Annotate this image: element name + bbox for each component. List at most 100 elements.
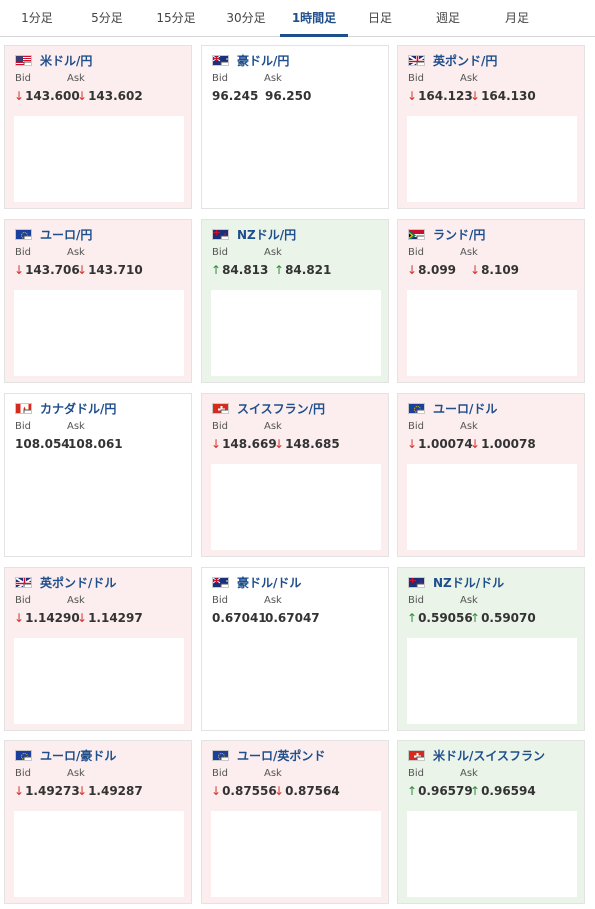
price-chart[interactable] <box>211 464 381 550</box>
price-chart[interactable] <box>211 116 381 202</box>
price-chart[interactable] <box>407 290 577 376</box>
price-chart[interactable] <box>14 464 184 550</box>
ask-label: Ask <box>460 595 478 606</box>
pair-name-link[interactable]: NZドル/円 <box>237 227 297 242</box>
ask-price: 0.87564 <box>285 784 340 798</box>
price-chart[interactable] <box>14 116 184 202</box>
price-chart[interactable] <box>14 290 184 376</box>
ask-value: ↓8.109 <box>470 263 519 277</box>
bid-price: 108.054 <box>15 437 70 451</box>
bid-value: ↓0.87556 <box>211 784 277 798</box>
tab-7[interactable]: 月足 <box>504 11 529 25</box>
pair-name-link[interactable]: NZドル/ドル <box>433 575 505 590</box>
bid-value: 96.245 <box>211 89 258 103</box>
gb-flag-icon: 1.1451.1419:007:0019:00 <box>15 576 32 588</box>
bid-down-arrow-icon: ↓ <box>14 263 25 277</box>
plot-frame <box>23 583 31 587</box>
ask-value: ↓0.87564 <box>274 784 340 798</box>
plot-frame <box>416 756 424 760</box>
candlestick-chart <box>407 811 577 897</box>
ask-price: 143.602 <box>88 89 143 103</box>
pair-name-link[interactable]: 英ポンド/ドル <box>40 575 117 590</box>
bid-price: 0.59056 <box>418 611 473 625</box>
bid-down-arrow-icon: ↓ <box>407 89 418 103</box>
us-flag-icon: 143.8143.6143.4143.214319:007:0019:00 <box>15 54 32 66</box>
bid-value: ↓148.669 <box>211 437 277 451</box>
candlestick-chart <box>14 638 184 724</box>
ask-price: 1.14297 <box>88 611 143 625</box>
tab-1[interactable]: 5分足 <box>91 11 123 25</box>
ask-price: 0.59070 <box>481 611 536 625</box>
ask-value: 0.67047 <box>264 611 320 625</box>
tab-3[interactable]: 30分足 <box>226 11 266 25</box>
ask-price: 0.67047 <box>265 611 320 625</box>
ask-label: Ask <box>67 421 85 432</box>
price-chart[interactable] <box>14 638 184 724</box>
pair-name-link[interactable]: 英ポンド/円 <box>433 53 498 68</box>
pair-name-link[interactable]: ユーロ/英ポンド <box>237 748 326 763</box>
pair-name-link[interactable]: 豪ドル/円 <box>237 53 290 68</box>
candlestick-chart <box>407 290 577 376</box>
candlestick-chart <box>14 290 184 376</box>
price-chart[interactable] <box>211 811 381 897</box>
bid-price: 1.49273 <box>25 784 80 798</box>
bid-price: 148.669 <box>222 437 277 451</box>
card-title: 149148.514819:007:0019:00 スイスフラン/円 <box>212 400 325 416</box>
bid-up-arrow-icon: ↑ <box>407 611 418 625</box>
price-chart[interactable] <box>407 116 577 202</box>
price-chart[interactable] <box>407 638 577 724</box>
pair-name-link[interactable]: ランド/円 <box>433 227 486 242</box>
pair-name-link[interactable]: 米ドル/円 <box>40 53 93 68</box>
tab-0[interactable]: 1分足 <box>21 11 53 25</box>
pair-name-link[interactable]: ユーロ/ドル <box>433 401 498 416</box>
bid-price: 8.099 <box>418 263 457 277</box>
rate-card: 144143.514319:007:0019:00 ユーロ/円 Bid Ask … <box>4 219 192 383</box>
plot-frame <box>220 235 228 239</box>
plot-frame <box>23 61 31 65</box>
bid-down-arrow-icon: ↓ <box>407 437 418 451</box>
ask-label: Ask <box>67 73 85 84</box>
bid-value: ↓1.49273 <box>14 784 80 798</box>
ask-price: 164.130 <box>481 89 536 103</box>
card-title: 8.128.18.088.0619:007:0019:00 ランド/円 <box>408 226 485 242</box>
card-title: 144143.514319:007:0019:00 ユーロ/円 <box>15 226 92 242</box>
pair-name-link[interactable]: 豪ドル/ドル <box>237 575 302 590</box>
ask-value: ↓1.00078 <box>470 437 536 451</box>
tab-2[interactable]: 15分足 <box>156 11 196 25</box>
ask-down-arrow-icon: ↓ <box>470 89 481 103</box>
price-chart[interactable] <box>211 638 381 724</box>
ask-value: ↓1.49287 <box>77 784 143 798</box>
price-chart[interactable] <box>407 464 577 550</box>
bid-value: ↑84.813 <box>211 263 268 277</box>
card-title: 0.6740.6720.670.66819:007:0019:00 豪ドル/ドル <box>212 574 301 590</box>
ask-price: 143.710 <box>88 263 143 277</box>
plot-frame <box>23 235 31 239</box>
ask-label: Ask <box>264 595 282 606</box>
bid-value: ↓1.14290 <box>14 611 80 625</box>
ask-value: ↑0.59070 <box>470 611 536 625</box>
bid-value: ↓143.600 <box>14 89 80 103</box>
pair-name-link[interactable]: 米ドル/スイスフラン <box>433 748 546 763</box>
nz-flag-icon: 0.5960.5960.5940.5920.5919:007:0019:00 <box>408 576 425 588</box>
bid-price: 1.00074 <box>418 437 473 451</box>
bid-down-arrow-icon: ↓ <box>211 437 222 451</box>
tab-6[interactable]: 週足 <box>435 11 460 25</box>
bid-price: 143.706 <box>25 263 80 277</box>
tab-5[interactable]: 日足 <box>367 11 392 25</box>
ask-label: Ask <box>264 421 282 432</box>
pair-name-link[interactable]: スイスフラン/円 <box>237 401 326 416</box>
price-chart[interactable] <box>211 290 381 376</box>
tab-4[interactable]: 1時間足 <box>280 0 348 37</box>
rate-card: 1.4961.4941.4921.4919:007:0019:00 ユーロ/豪ド… <box>4 740 192 904</box>
ask-label: Ask <box>264 247 282 258</box>
bid-label: Bid <box>15 421 31 432</box>
bid-label: Bid <box>408 73 424 84</box>
pair-name-link[interactable]: ユーロ/豪ドル <box>40 748 117 763</box>
candlestick-chart <box>407 464 577 550</box>
price-chart[interactable] <box>407 811 577 897</box>
pair-name-link[interactable]: カナダドル/円 <box>40 401 117 416</box>
price-chart[interactable] <box>14 811 184 897</box>
ask-value: ↓148.685 <box>274 437 340 451</box>
au-flag-icon: 0.6740.6720.670.66819:007:0019:00 <box>212 576 229 588</box>
pair-name-link[interactable]: ユーロ/円 <box>40 227 93 242</box>
